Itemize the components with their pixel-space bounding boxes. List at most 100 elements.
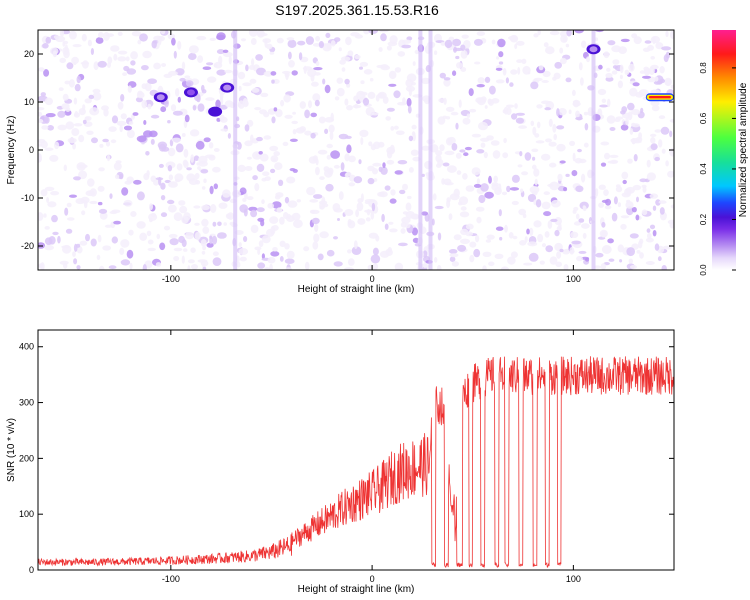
spectrogram-cell [44, 244, 54, 251]
spectrogram-cell [95, 37, 104, 44]
spectrogram-cell [192, 105, 197, 111]
spectrogram-cell [284, 258, 295, 265]
spectrogram-cell [98, 208, 108, 214]
spectrogram-cell [608, 258, 615, 262]
spectrogram-cell [581, 223, 590, 229]
spectrogram-cell [455, 152, 462, 159]
spectrogram-cell [557, 173, 563, 182]
spectrogram-cell [408, 167, 414, 173]
colorbar-tick-label: 0.8 [699, 62, 708, 74]
spectrogram-cell [197, 55, 204, 63]
spectrogram-cell [312, 241, 319, 250]
spectrogram-cell [44, 147, 54, 151]
spectrogram-cell [464, 146, 472, 151]
spectrogram-cell [120, 259, 131, 266]
spectrogram-cell [82, 60, 89, 69]
spectrogram-cell [279, 216, 285, 225]
spectrogram-cell [368, 141, 373, 147]
spectrogram-cell [405, 202, 412, 211]
spectrogram-cell [583, 111, 588, 116]
spectrogram-cell [340, 162, 345, 171]
spectrogram-cell [122, 72, 127, 76]
spectrogram-cell [493, 175, 499, 183]
spectrogram-cell [209, 185, 214, 195]
x-tick-label: -100 [162, 274, 180, 284]
spectrogram-cell [264, 176, 271, 182]
spectrogram-cell [97, 201, 103, 206]
spectrogram-cell [580, 77, 584, 86]
spectrogram-cell [571, 170, 578, 177]
spectrogram-cell [103, 108, 109, 117]
spectrogram-cell [76, 75, 81, 84]
spectrogram-cell [371, 202, 376, 212]
spectrogram-cell [330, 150, 340, 159]
spectrogram-cell [49, 47, 59, 55]
spectrogram-cell [442, 162, 450, 167]
spectrogram-cell [412, 132, 416, 142]
spectrogram-cell [556, 251, 562, 259]
spectrogram-cell [457, 244, 467, 252]
spectrogram-cell [530, 81, 539, 90]
spectrogram-cell [390, 189, 396, 196]
spectrogram-cell [187, 259, 195, 264]
spectrogram-cell [532, 126, 537, 136]
spectrogram-cell [574, 157, 583, 164]
spectrogram-cell [124, 180, 132, 185]
spectrogram-cell [413, 213, 419, 220]
spectrogram-cell [270, 71, 277, 76]
spectrogram-cell [542, 70, 551, 78]
spectrogram-cell [142, 264, 147, 270]
spectrogram-cell [62, 40, 69, 45]
spectrogram-cell [522, 65, 531, 75]
spectrogram-cell [554, 229, 560, 237]
spectrogram-cell [248, 206, 258, 212]
spectrogram-cell [105, 33, 115, 37]
spectrogram-cell [236, 261, 241, 268]
spectrogram-cell [611, 212, 618, 222]
spectrogram-cell [126, 129, 135, 139]
spectrogram-cell [398, 242, 408, 247]
spectrogram-cell [215, 99, 221, 109]
spectrogram-cell [324, 84, 331, 94]
spectrogram-cell [534, 133, 540, 138]
x-tick-label: 0 [370, 274, 375, 284]
spectrogram-cell [541, 80, 549, 83]
spectrogram-cell [526, 228, 530, 235]
spectrogram-cell [658, 139, 663, 148]
spectrogram-cell [123, 125, 133, 131]
spectrogram-cell [168, 233, 178, 239]
spectrogram-cell [57, 235, 61, 244]
spectrogram-cell [227, 212, 235, 220]
spectrogram-cell [458, 201, 463, 206]
spectrogram-cell [123, 199, 133, 207]
spectrogram-cell [71, 128, 80, 136]
spectrogram-cell [136, 91, 145, 99]
spectrogram-cell [519, 240, 527, 246]
spectrogram-cell [393, 125, 399, 130]
spectrogram-cell [51, 214, 58, 223]
spectrogram-cell [484, 191, 494, 199]
spectrogram-cell [121, 187, 129, 196]
spectrogram-cell [600, 162, 607, 167]
spectrogram-cell [69, 194, 77, 198]
spectrogram-cell [512, 235, 518, 240]
spectrogram-cell [639, 252, 644, 259]
spectrogram-cell [336, 77, 344, 84]
spectrogram-cell [119, 247, 125, 255]
spectrogram-cell [644, 40, 652, 44]
spectrogram-cell [136, 221, 146, 229]
spectrogram-cell [404, 223, 411, 229]
spectrogram-cell [460, 238, 470, 244]
spectrogram-cell [87, 39, 92, 47]
spectrogram-cell [287, 39, 297, 48]
snr-x-axis-label: Height of straight line (km) [298, 584, 415, 595]
spectrogram-cell [443, 97, 447, 105]
spectrogram-cell [104, 224, 113, 228]
spectrogram-cell [533, 168, 540, 177]
spectrogram-cell [194, 222, 200, 226]
spectrogram-cell [569, 249, 575, 254]
spectrogram-cell [239, 204, 249, 213]
spectrogram-cell [358, 159, 362, 165]
spectrogram-cell [437, 159, 444, 167]
spectrogram-cell [654, 129, 662, 133]
